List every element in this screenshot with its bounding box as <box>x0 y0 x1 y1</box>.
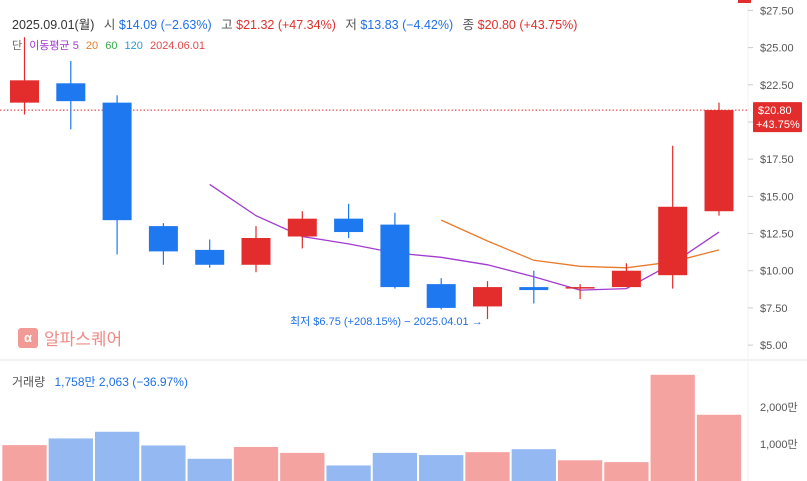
ma5-line <box>209 183 720 291</box>
candle <box>241 226 271 273</box>
candle <box>380 212 410 289</box>
volume-bar <box>141 445 186 481</box>
candle-body <box>611 270 641 288</box>
high-label: 고 <box>221 18 233 32</box>
volume-bar <box>465 452 510 481</box>
volume-value: 1,758만 2,063 (−36.97%) <box>54 375 188 389</box>
close-label: 종 <box>462 18 475 32</box>
y-tick-label: $25.00 <box>760 43 794 55</box>
open-value: $14.09 (−2.63%) <box>118 18 212 32</box>
volume-bar <box>650 374 695 481</box>
candle-body <box>102 102 132 221</box>
volume-bar <box>187 458 232 481</box>
y-tick-label: $7.50 <box>760 303 788 315</box>
candle <box>334 203 364 238</box>
y-tick-label: $17.50 <box>760 154 794 166</box>
high-value: $21.32 (+47.34%) <box>236 18 336 32</box>
candle <box>102 95 132 255</box>
current-price-label: $20.80 <box>758 105 792 117</box>
candle <box>148 223 178 265</box>
y-tick-label: $27.50 <box>760 5 794 17</box>
low-annotation-text: 최저 $6.75 (+208.15%) − 2025.04.01 <box>290 316 469 328</box>
candle <box>56 60 86 130</box>
candle-body <box>195 249 225 265</box>
y-tick-label: $5.00 <box>760 340 788 352</box>
volume-bar <box>604 462 649 481</box>
volume-label: 거래량 <box>12 375 46 389</box>
y-tick-label: $10.00 <box>760 266 794 278</box>
candle <box>195 239 225 268</box>
open-label: 시 <box>103 18 116 32</box>
candle-body <box>56 83 86 102</box>
volume-bar <box>557 460 603 481</box>
volume-bar <box>233 446 279 481</box>
candle-body <box>704 110 734 212</box>
candle-body <box>148 226 178 252</box>
volume-tick-label: 2,000만 <box>760 401 798 414</box>
arrow-right-icon: → <box>471 316 483 328</box>
candle <box>704 102 734 216</box>
current-change-label: +43.75% <box>756 119 800 131</box>
volume-bar <box>48 438 93 481</box>
ma120-legend: 120 <box>124 40 143 52</box>
candle-body <box>10 80 39 103</box>
volume-bar <box>372 452 418 481</box>
ma-legend[interactable]: 단 이동평균 5 20 60 120 2024.06.01 <box>12 37 209 53</box>
candle-body <box>473 287 502 307</box>
watermark-text: 알파스퀘어 <box>44 330 123 349</box>
volume-bar <box>696 414 742 481</box>
candle-body <box>565 287 595 289</box>
candle <box>473 281 502 320</box>
candle <box>519 270 549 304</box>
candle-body <box>380 224 410 288</box>
y-tick-label: $22.50 <box>760 80 794 92</box>
ma-date: 2024.06.01 <box>149 40 206 52</box>
y-tick-label: $12.50 <box>760 229 794 241</box>
volume-bar <box>280 452 325 481</box>
candle-body <box>287 218 317 237</box>
candle-body <box>426 284 456 308</box>
ma60-legend: 60 <box>105 40 118 52</box>
volume-bar <box>511 449 556 481</box>
candle <box>426 278 456 310</box>
alphasquare-logo-icon: α <box>18 327 38 348</box>
volume-tick-label: 1,000만 <box>760 438 798 451</box>
ohlc-header: 2025.09.01(월) 시 $14.09 (−2.63%) 고 $21.32… <box>12 14 577 33</box>
low-value: $13.83 (−4.42%) <box>360 18 454 32</box>
volume-bar <box>94 431 140 481</box>
candle-body <box>519 287 549 291</box>
candle <box>611 263 641 288</box>
candle-body <box>658 206 688 276</box>
volume-bar <box>2 445 47 481</box>
y-tick-label: $15.00 <box>760 191 794 203</box>
volume-header: 거래량 1,758만 2,063 (−36.97%) <box>12 373 188 390</box>
watermark: α 알파스퀘어 <box>18 325 122 350</box>
low-annotation: 최저 $6.75 (+208.15%) − 2025.04.01 → <box>290 313 483 329</box>
current-price-badge <box>753 102 802 133</box>
volume-bar <box>326 465 371 481</box>
close-value: $20.80 (+43.75%) <box>477 18 578 32</box>
low-label: 저 <box>345 18 357 32</box>
candle <box>658 145 688 289</box>
candle-body <box>241 238 271 265</box>
candle <box>10 37 39 115</box>
ma5-legend: 이동평균 5 <box>29 40 79 52</box>
candle-body <box>334 218 364 233</box>
top-marker <box>738 0 751 3</box>
candle <box>287 211 317 249</box>
ma-prefix: 단 <box>12 40 23 52</box>
candle <box>565 284 595 299</box>
volume-bar <box>419 455 464 481</box>
header-date: 2025.09.01(월) <box>12 18 95 32</box>
ma20-legend: 20 <box>85 40 99 52</box>
